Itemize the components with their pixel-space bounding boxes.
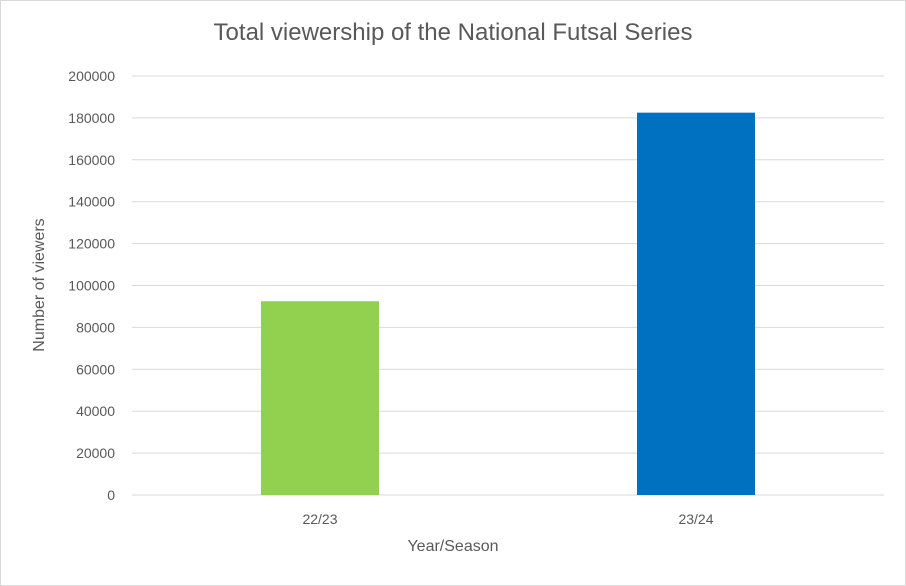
y-tick-label: 100000 (68, 278, 115, 294)
y-tick-label: 120000 (68, 236, 115, 252)
bar (261, 301, 379, 495)
y-tick-label: 140000 (68, 194, 115, 210)
x-axis-label: Year/Season (407, 538, 499, 555)
y-tick-label: 200000 (68, 68, 115, 84)
y-tick-label: 160000 (68, 152, 115, 168)
chart-title: Total viewership of the National Futsal … (213, 19, 693, 46)
y-tick-label: 80000 (76, 319, 115, 335)
y-tick-label: 180000 (68, 110, 115, 126)
x-tick-label: 23/24 (678, 511, 713, 527)
bar (637, 112, 755, 495)
y-tick-label: 40000 (76, 403, 115, 419)
x-tick-label: 22/23 (302, 511, 337, 527)
y-tick-label: 20000 (76, 445, 115, 461)
y-tick-label: 60000 (76, 361, 115, 377)
y-tick-label: 0 (107, 487, 115, 503)
